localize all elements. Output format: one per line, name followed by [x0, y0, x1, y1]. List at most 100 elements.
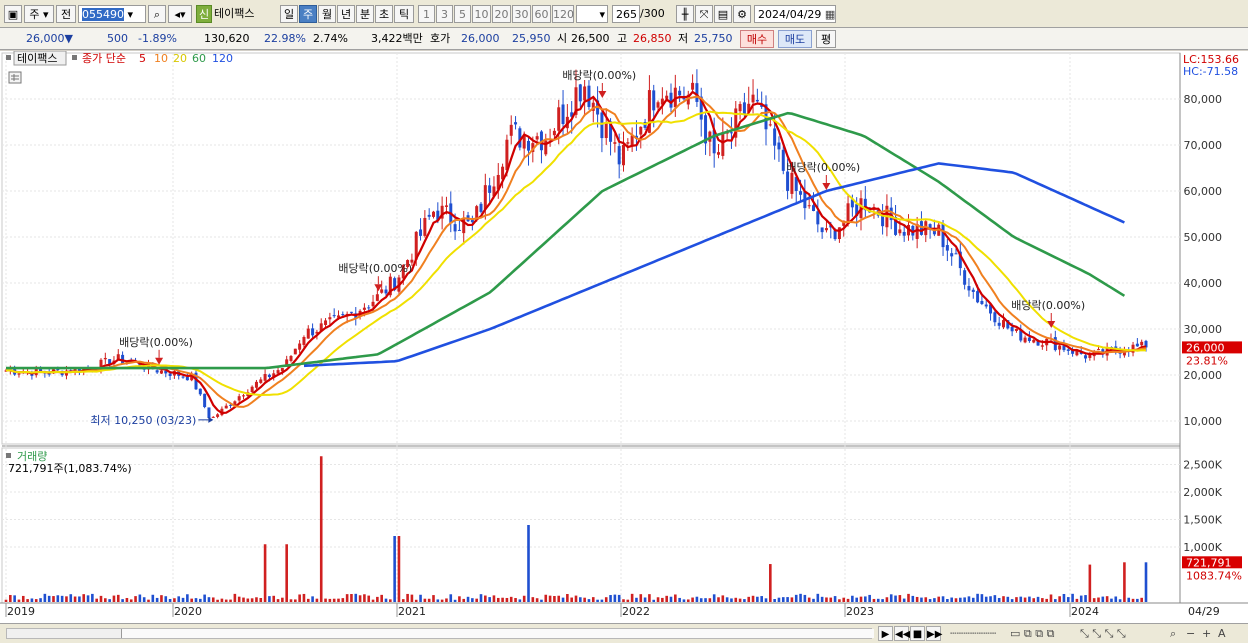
volume-bar: [272, 595, 276, 602]
candle-body: [371, 301, 375, 307]
volume-bar: [1101, 596, 1105, 602]
tab-week[interactable]: 주: [299, 5, 317, 23]
volume-bar: [1023, 597, 1027, 602]
change-pct-label: 23.81%: [1186, 354, 1228, 367]
candle-body: [216, 414, 220, 417]
stock-name-box[interactable]: [13, 51, 67, 66]
volume-panel: [1, 447, 1181, 604]
candle-body: [349, 311, 353, 313]
volume-bar: [695, 596, 699, 602]
evaluate-button[interactable]: 평: [816, 30, 836, 48]
rewind-icon[interactable]: ◀◀: [894, 626, 910, 641]
zoom-out-icon[interactable]: −: [1186, 627, 1196, 640]
volume-bar: [738, 598, 742, 602]
save-icon[interactable]: ▤: [714, 5, 732, 23]
chart-area[interactable]: 10,000 20,000 30,000 40,000 50,000 60,000 70,0…: [0, 51, 1248, 623]
candle-body: [263, 374, 267, 381]
candle-body: [211, 416, 215, 418]
tab-second[interactable]: 초: [375, 5, 393, 23]
grid-toggle-icon[interactable]: [8, 71, 22, 84]
candle-body: [570, 112, 574, 117]
tab-minute[interactable]: 분: [356, 5, 374, 23]
candle-body: [99, 359, 103, 372]
fast-forward-icon[interactable]: ▶▶: [926, 626, 942, 641]
zoom-slider-icon[interactable]: ┄┄┄┄┄┄┄: [950, 627, 997, 640]
tab-year[interactable]: 년: [337, 5, 355, 23]
interval-20[interactable]: 20: [492, 5, 511, 23]
scroll-right-icon[interactable]: ▶: [878, 626, 893, 641]
volume-bar: [777, 597, 781, 602]
interval-3[interactable]: 3: [436, 5, 453, 23]
volume-bar: [816, 593, 820, 602]
candle-body: [682, 98, 686, 100]
date-input[interactable]: 2024/04/29 ▦: [754, 5, 836, 23]
tab-tick[interactable]: 틱: [394, 5, 414, 23]
window-tools-icon[interactable]: ▭ ⧉ ⧉ ⧉: [1010, 627, 1055, 640]
speaker-icon[interactable]: ◂▾: [168, 5, 192, 23]
zoom-icon[interactable]: ⌕: [1170, 627, 1177, 640]
volume-bar: [1092, 598, 1096, 602]
calendar-icon[interactable]: ▦: [824, 8, 836, 21]
volume-bar: [682, 599, 686, 602]
candle-body: [1058, 345, 1062, 350]
grid-toggle-lines-icon: [11, 74, 19, 81]
candle-body: [652, 90, 656, 111]
candle-body: [488, 185, 492, 193]
chart-footer: ▶ ◀◀ ■ ▶▶ ┄┄┄┄┄┄┄ ▭ ⧉ ⧉ ⧉ ⤡ ⤡ ⤡ ⤡ ⌕ − + …: [0, 623, 1248, 643]
last-volume-label: 721,791: [1186, 556, 1232, 569]
horizontal-scrollbar[interactable]: [6, 628, 874, 639]
volume-bar: [678, 597, 681, 602]
candle-body: [393, 278, 397, 290]
interval-120[interactable]: 120: [552, 5, 574, 23]
volume-bar: [984, 596, 988, 602]
stock-code-input[interactable]: 055490 ▾: [78, 5, 146, 23]
interval-1[interactable]: 1: [418, 5, 435, 23]
sell-button[interactable]: 매도: [778, 30, 812, 48]
candle-type-icon[interactable]: ╫: [676, 5, 694, 23]
count-input[interactable]: 265: [612, 5, 640, 23]
zoom-in-icon[interactable]: +: [1202, 627, 1212, 640]
x-tick-label: 2020: [174, 605, 202, 618]
drawing-tools-icon[interactable]: ⤡ ⤡ ⤡ ⤡: [1080, 627, 1126, 640]
search-icon[interactable]: ⌕: [148, 5, 166, 23]
tab-month[interactable]: 월: [318, 5, 336, 23]
volume-bar: [1002, 596, 1005, 602]
volume-bar: [52, 596, 55, 602]
volume-bar: [155, 597, 159, 602]
interval-10[interactable]: 10: [472, 5, 491, 23]
window-menu-icon[interactable]: ▣: [4, 5, 22, 23]
interval-custom-select[interactable]: ▾: [576, 5, 608, 23]
scrollbar-thumb[interactable]: [121, 629, 874, 638]
volume-bar: [557, 595, 561, 602]
candle-body: [362, 307, 366, 310]
volume-bar: [479, 594, 483, 602]
interval-30[interactable]: 30: [512, 5, 531, 23]
font-size-icon[interactable]: A: [1218, 627, 1226, 640]
price-tick-label: 10,000: [1184, 415, 1223, 428]
candle-body: [954, 253, 958, 255]
market-select[interactable]: 주 ▾: [24, 5, 54, 23]
candle-body: [242, 395, 245, 397]
tab-day[interactable]: 일: [280, 5, 298, 23]
settings-gear-icon[interactable]: ⚙: [733, 5, 751, 23]
x-end-date-label: 04/29: [1188, 605, 1220, 618]
candle-body: [837, 227, 841, 240]
candle-body: [1006, 320, 1010, 329]
candle-body: [77, 368, 81, 373]
volume-bar: [846, 598, 850, 602]
price-volume-chart[interactable]: 10,000 20,000 30,000 40,000 50,000 60,000 70,0…: [0, 51, 1248, 623]
compare-icon[interactable]: ⤧: [695, 5, 713, 23]
candle-body: [945, 245, 949, 251]
period-button[interactable]: 전: [56, 5, 76, 23]
buy-button[interactable]: 매수: [740, 30, 774, 48]
volume-bar: [60, 595, 64, 602]
candle-body: [194, 372, 198, 390]
stop-icon[interactable]: ■: [910, 626, 925, 641]
candle-body: [324, 320, 328, 325]
candle-body: [414, 231, 418, 260]
volume-bar: [613, 594, 617, 602]
volume-bar: [423, 598, 427, 602]
candle-body: [932, 230, 936, 235]
interval-60[interactable]: 60: [532, 5, 551, 23]
interval-5[interactable]: 5: [454, 5, 471, 23]
